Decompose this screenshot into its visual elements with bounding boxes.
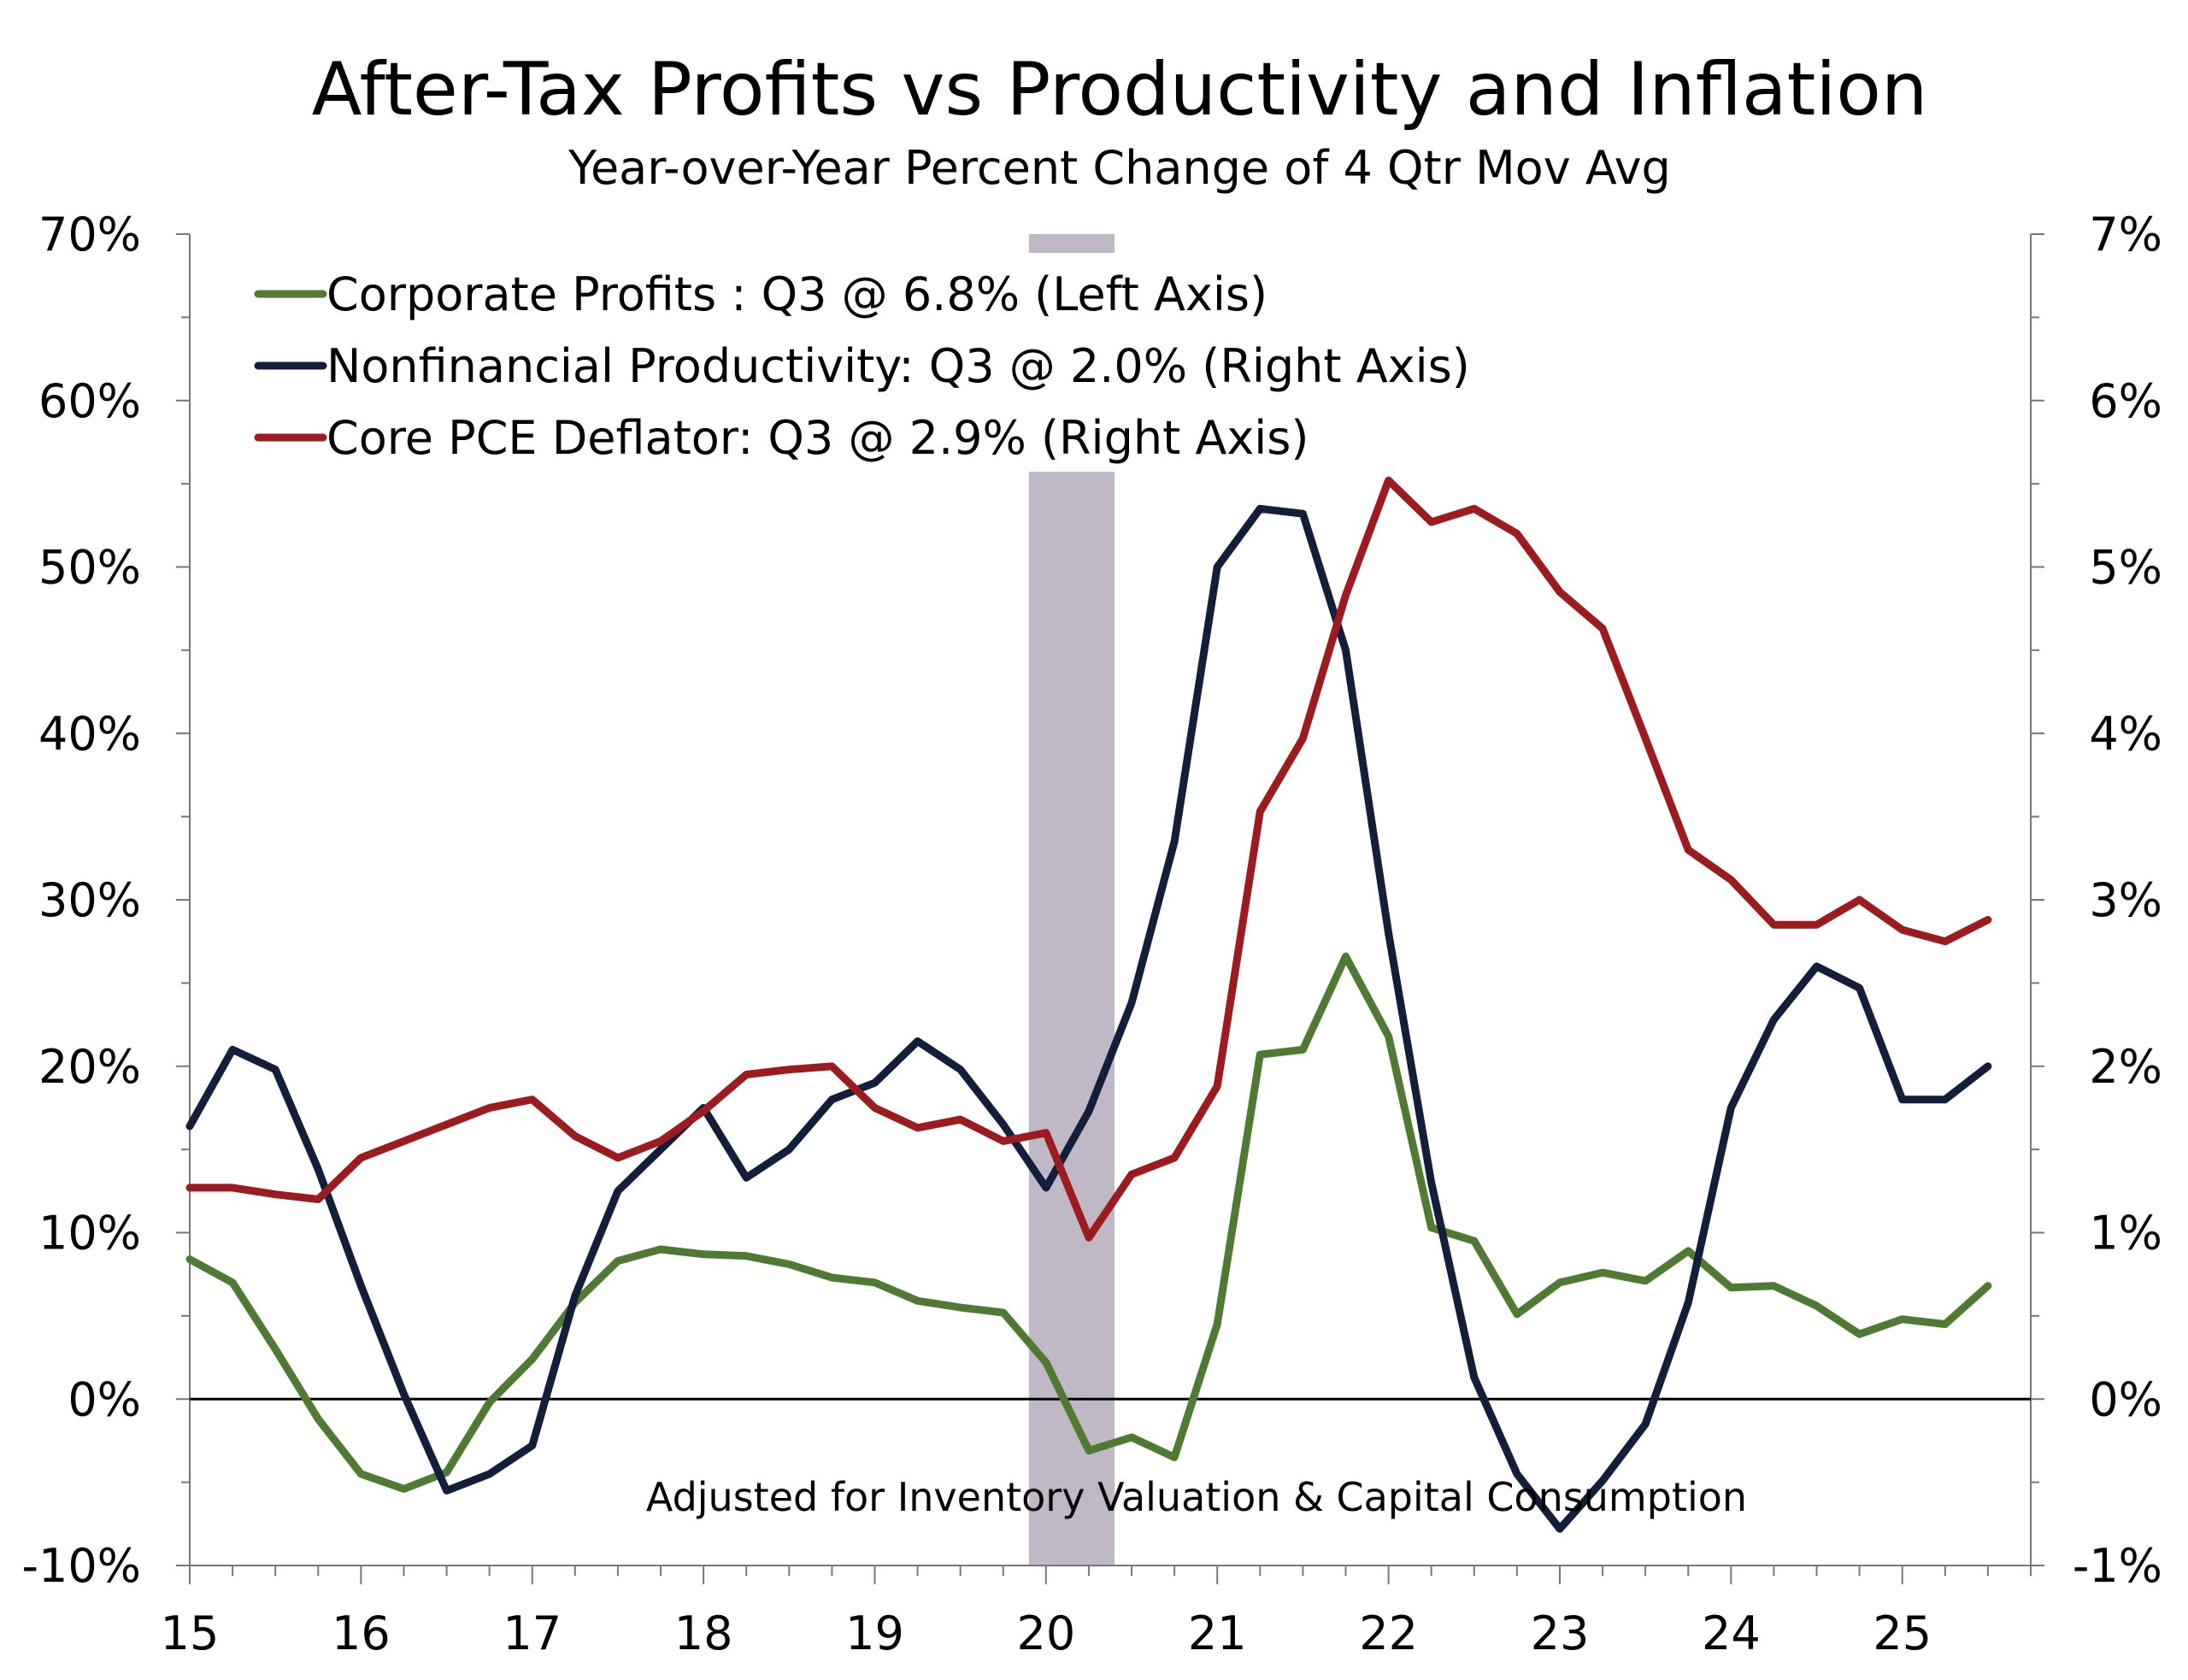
legend: Corporate Profits : Q3 @ 6.8% (Left Axis… [224, 253, 1617, 472]
left-axis-tick-label: -10% [21, 1539, 141, 1593]
right-axis-tick-label: 3% [2089, 873, 2162, 927]
chart-annotation: Adjusted for Inventory Valuation & Capit… [646, 1474, 1747, 1520]
x-axis-tick-label: 24 [1702, 1607, 1761, 1660]
x-axis-tick-label: 15 [161, 1607, 220, 1660]
right-axis-tick-label: 4% [2089, 707, 2162, 761]
annotation-layer: Adjusted for Inventory Valuation & Capit… [646, 1474, 1747, 1520]
productivity-legend-label: Nonfinancial Productivity: Q3 @ 2.0% (Ri… [326, 339, 1470, 393]
right-axis-tick-label: 2% [2089, 1040, 2162, 1094]
profits-series-line [185, 952, 1992, 1493]
right-axis-tick-label: 6% [2089, 374, 2162, 428]
left-axis-tick-label: 30% [38, 873, 141, 927]
axes-layer: -10% 0% 10% 20% 30% 40% 50% 60% 70% -1% 0% 1% 2% 3% 4%… [21, 208, 2162, 1660]
profits-legend-label: Corporate Profits : Q3 @ 6.8% (Left Axis… [326, 267, 1268, 321]
x-axis-tick-label: 23 [1531, 1607, 1590, 1660]
x-axis-tick-label: 17 [503, 1607, 562, 1660]
left-axis-tick-label: 50% [38, 541, 141, 595]
legend-box [224, 253, 1617, 472]
right-axis-tick-label: 1% [2089, 1207, 2162, 1260]
right-axis-tick-label: 5% [2089, 541, 2162, 595]
pce-legend-label: Core PCE Deflator: Q3 @ 2.9% (Right Axis… [326, 411, 1309, 465]
x-axis-tick-label: 25 [1873, 1607, 1932, 1660]
chart-title: After-Tax Profits vs Productivity and In… [311, 47, 1928, 132]
right-axis-tick-label: 0% [2089, 1372, 2162, 1426]
productivity-series-line [185, 504, 1992, 1533]
pce-series-line [185, 476, 1992, 1242]
left-axis-tick-label: 10% [38, 1207, 141, 1260]
chart-subtitle: Year-over-Year Percent Change of 4 Qtr M… [568, 141, 1671, 195]
x-axis-tick-label: 16 [332, 1607, 391, 1660]
x-axis-tick-label: 21 [1188, 1607, 1247, 1660]
x-axis-tick-label: 20 [1017, 1607, 1076, 1660]
left-axis-tick-label: 70% [38, 208, 141, 261]
right-axis-tick-label: 7% [2089, 208, 2162, 261]
left-axis-tick-label: 0% [68, 1372, 141, 1426]
series-layer [185, 476, 1992, 1533]
x-axis-tick-label: 19 [845, 1607, 904, 1660]
left-axis-tick-label: 40% [38, 707, 141, 761]
left-axis-tick-label: 60% [38, 374, 141, 428]
x-axis-tick-label: 18 [674, 1607, 733, 1660]
left-axis-tick-label: 20% [38, 1040, 141, 1094]
x-axis-tick-label: 22 [1359, 1607, 1418, 1660]
right-axis-tick-label: -1% [2073, 1539, 2162, 1593]
